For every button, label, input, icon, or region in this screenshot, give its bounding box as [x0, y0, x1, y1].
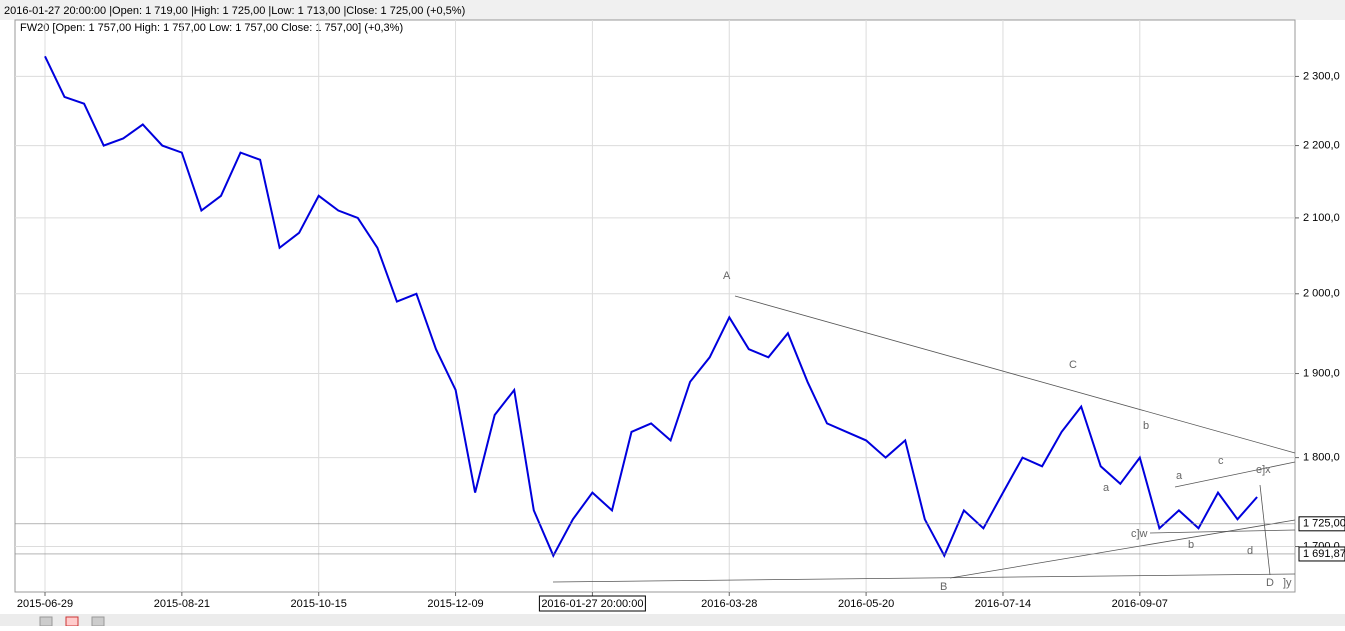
x-tick-label: 2016-01-27 20:00:00: [541, 598, 643, 610]
toolbar-button[interactable]: [65, 616, 79, 627]
x-tick-label: 2016-07-14: [975, 598, 1031, 610]
trend-line: [1149, 529, 1296, 534]
toolbar: [0, 614, 1345, 626]
toolbar-button[interactable]: [39, 616, 53, 627]
price-marker-box: [1298, 516, 1345, 532]
wave-label: a: [1103, 482, 1110, 494]
y-tick-label: 1 900,0: [1303, 367, 1340, 379]
wave-label: D: [1266, 577, 1274, 589]
grid: [15, 20, 1295, 592]
header-bar: [0, 0, 1345, 20]
wave-label: a: [1176, 470, 1183, 482]
crosshair-date-box: [538, 595, 646, 612]
trend-line: [1174, 461, 1296, 488]
axes: 1 700,01 800,01 900,02 000,02 100,02 200…: [15, 70, 1345, 612]
x-tick-label: 2016-05-20: [838, 598, 894, 610]
series: [44, 55, 1258, 558]
wave-label: C: [1069, 359, 1077, 371]
trend-line: [1259, 484, 1271, 576]
price-line: [44, 55, 1258, 558]
wave-label: b: [1143, 420, 1149, 432]
header-info: 2016-01-27 20:00:00 |Open: 1 719,00 |Hig…: [4, 5, 465, 17]
price-marker-box: [1298, 546, 1345, 562]
y-tick-label: 2 000,0: [1303, 288, 1340, 300]
wave-label: c: [1218, 455, 1224, 467]
wave-label: b: [1188, 539, 1194, 551]
plot-area: [14, 19, 1296, 593]
y-tick-label: 2 300,0: [1303, 70, 1340, 82]
trend-line: [949, 519, 1296, 579]
x-tick-label: 2015-08-21: [154, 598, 210, 610]
wave-label: c]w: [1131, 528, 1148, 540]
y-tick-label: 1 800,0: [1303, 452, 1340, 464]
x-tick-label: 2015-12-09: [427, 598, 483, 610]
wave-label: B: [940, 581, 947, 593]
toolbar-button[interactable]: [91, 616, 105, 627]
y-tick-label: 2 100,0: [1303, 212, 1340, 224]
trend-lines: [552, 295, 1296, 583]
wave-label: A: [723, 270, 731, 282]
wave-label: e]x: [1256, 464, 1271, 476]
wave-labels: A C B b a c]w b a c d e]x D ]y: [723, 270, 1292, 593]
x-tick-label: 2015-06-29: [17, 598, 73, 610]
y-tick-label: 2 200,0: [1303, 139, 1340, 151]
price-marker-label: 1 691,87: [1303, 548, 1345, 560]
wave-label: d: [1247, 545, 1253, 557]
x-tick-label: 2016-09-07: [1112, 598, 1168, 610]
chart-title: FW20 [Open: 1 757,00 High: 1 757,00 Low:…: [20, 22, 403, 34]
wave-label: ]y: [1283, 577, 1292, 589]
x-tick-label: 2015-10-15: [291, 598, 347, 610]
trend-line: [552, 573, 1296, 583]
trend-line: [734, 295, 1296, 454]
price-marker-label: 1 725,00: [1303, 518, 1345, 530]
x-tick-label: 2016-03-28: [701, 598, 757, 610]
